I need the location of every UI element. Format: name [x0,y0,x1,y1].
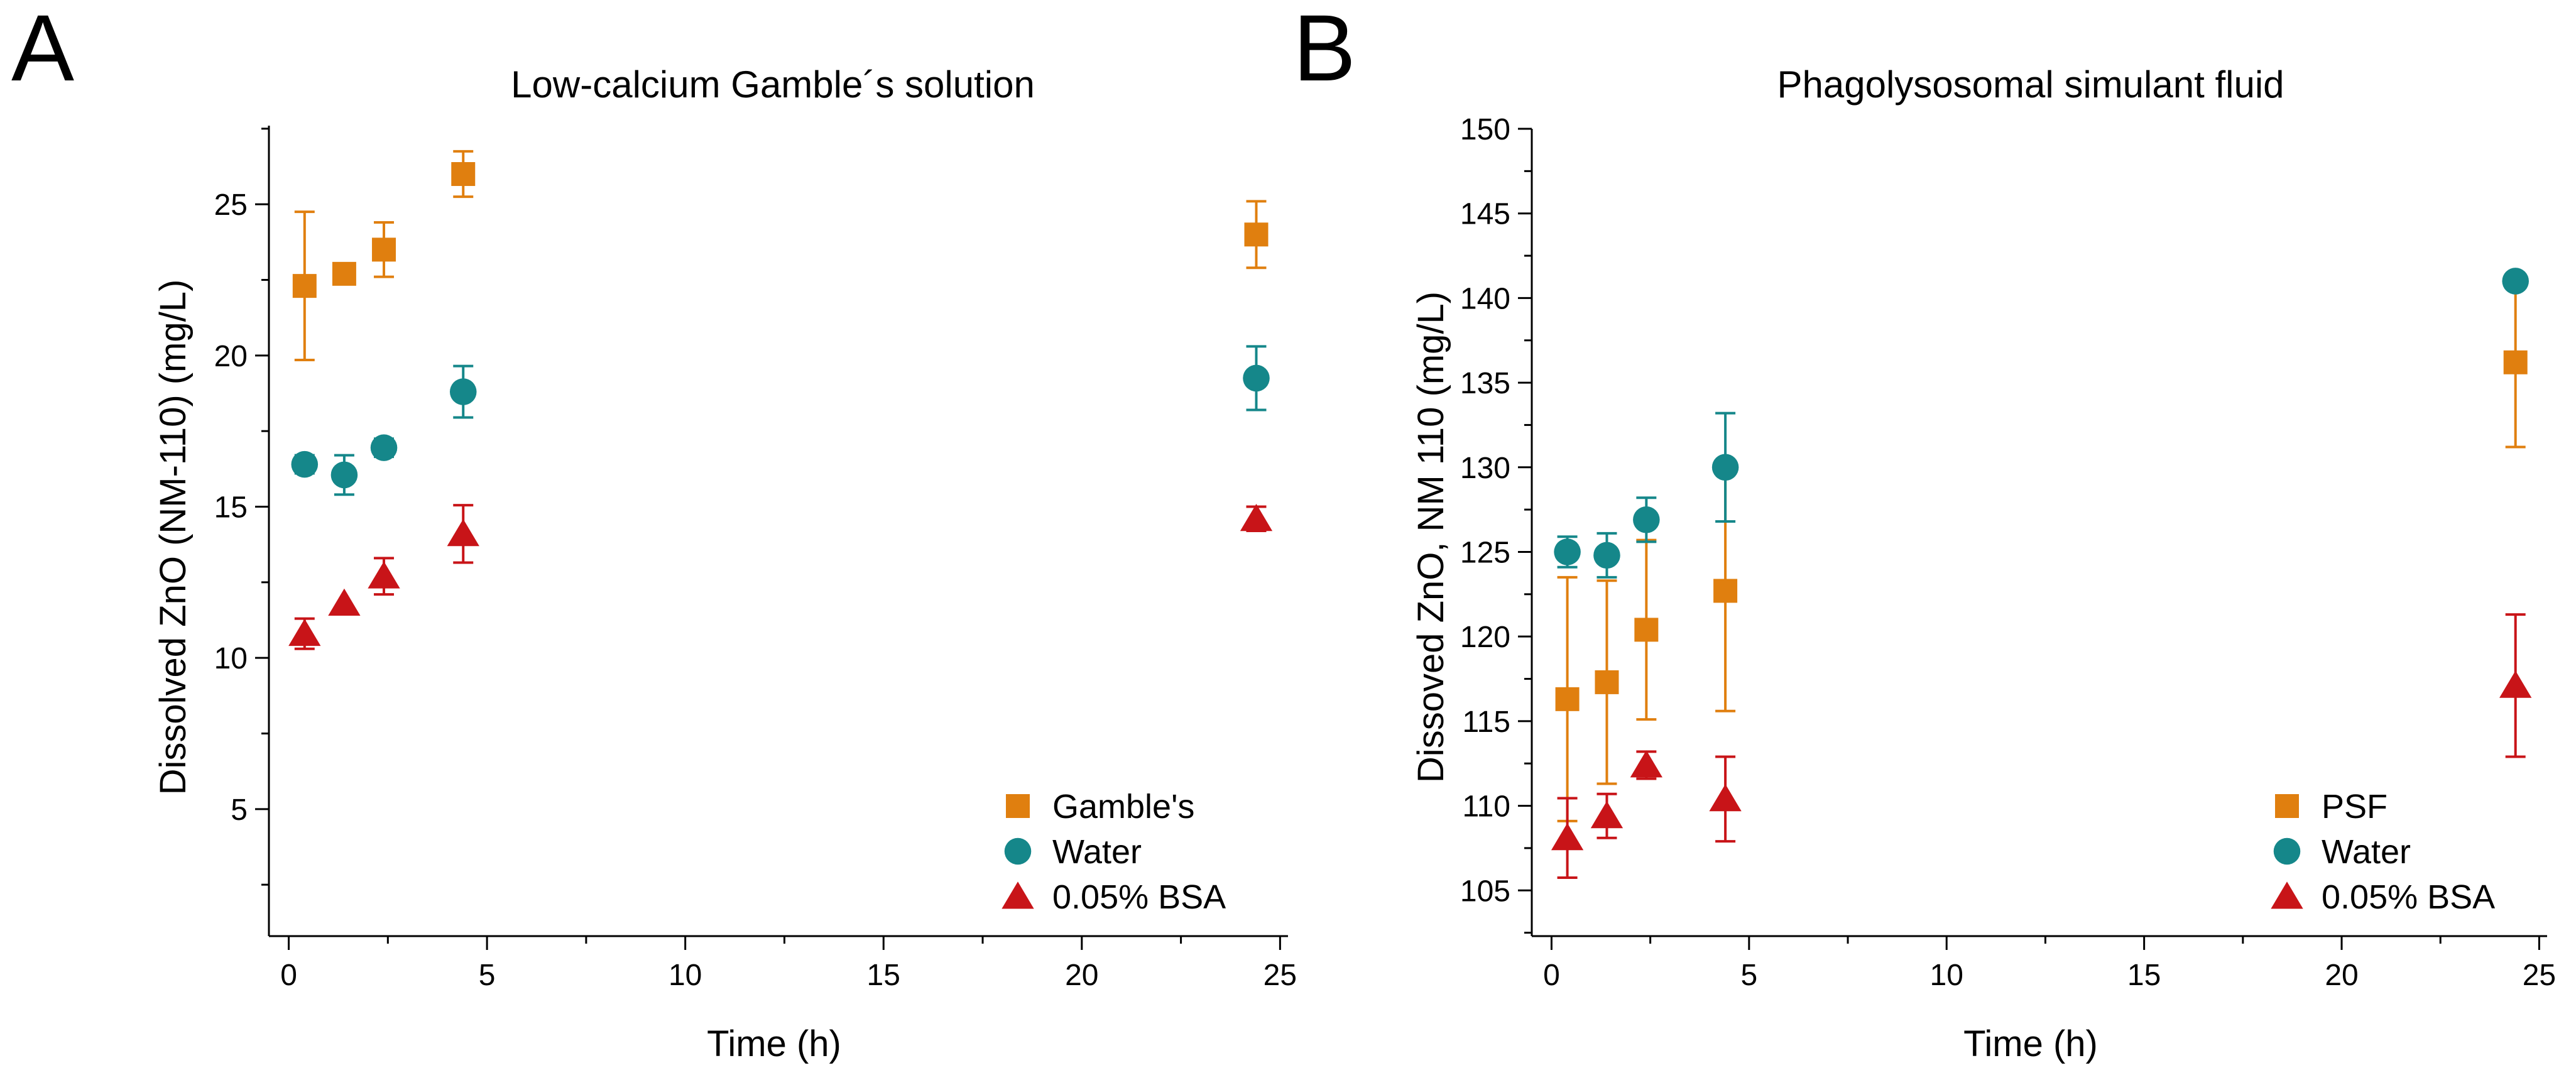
y-tick-label: 125 [1460,536,1510,569]
data-point [447,519,479,547]
data-point [292,274,317,298]
y-tick-label: 15 [214,491,248,524]
data-point [1593,542,1620,569]
data-point [1551,823,1584,851]
x-tick-label: 10 [669,959,702,992]
data-point [1240,503,1273,532]
y-axis-label: Dissolved ZnO (NM-110) (mg/L) [153,280,194,795]
legend: PSF Water 0.05% BSA [2271,788,2495,916]
y-tick-label: 115 [1462,706,1510,739]
x-tick-label: 5 [479,959,496,992]
data-point [1243,364,1270,392]
data-point [370,434,398,461]
data-point [2499,670,2532,698]
y-tick-label: 130 [1460,452,1510,485]
data-point [1555,687,1580,711]
series-triangle [288,503,1273,650]
series-square [292,150,1269,362]
data-point [1713,579,1738,603]
data-point [2503,350,2528,374]
x-tick-label: 5 [1740,959,1757,992]
legend-marker [2271,881,2303,909]
x-axis-label: Time (h) [1963,1023,2098,1064]
data-point [1590,800,1624,829]
legend-label: Gamble's [1052,788,1194,826]
legend-marker [1006,794,1030,818]
legend-label: 0.05% BSA [2322,878,2495,916]
x-tick-label: 25 [2523,959,2556,992]
y-tick-label: 20 [214,340,248,373]
data-point [330,461,358,489]
series-circle [1554,268,2529,579]
y-tick-label: 110 [1462,790,1510,824]
y-tick-label: 145 [1460,198,1510,231]
y-tick-label: 120 [1460,621,1510,654]
data-point [449,378,477,405]
x-tick-label: 25 [1263,959,1297,992]
panel-b: B Phagolysosomal simulant fluid Time (h)… [1293,0,2556,1064]
y-tick-label: 25 [214,188,248,222]
plot-area: 0 5 10 15 20 25 5 10 15 20 25 Gamble's Water 0.05% BS… [214,126,1297,992]
series-circle [291,345,1270,496]
legend-label: Water [2322,833,2411,871]
legend-marker [2275,794,2299,818]
legend: Gamble's Water 0.05% BSA [1001,788,1226,916]
y-tick-label: 105 [1460,875,1510,908]
data-point [332,261,356,286]
data-point [328,588,361,616]
x-tick-label: 20 [2325,959,2358,992]
data-point [1711,454,1739,481]
y-tick-label: 5 [231,793,248,827]
legend-marker [1001,881,1034,909]
data-point [1554,538,1581,565]
legend-label: 0.05% BSA [1052,878,1226,916]
data-point [1630,750,1663,778]
data-point [1634,618,1659,642]
legend-label: Water [1052,833,1142,871]
data-point [368,561,400,589]
y-tick-label: 10 [214,642,248,675]
plot-area: 0 5 10 15 20 25 105 110 115 120 125 130 135 140 145 150… [1460,113,2556,992]
y-tick-label: 135 [1460,367,1510,400]
y-axis-label: Dissoved ZnO, NM 110 (mg/L) [1411,292,1451,783]
data-point [451,162,476,187]
y-tick-label: 140 [1460,282,1510,315]
x-tick-label: 15 [2127,959,2161,992]
legend-marker [2273,837,2301,865]
data-point [288,618,321,646]
chart-title: Low-calcium Gamble´s solution [511,63,1035,106]
legend-marker [1004,837,1032,865]
panel-letter: B [1293,0,1356,101]
x-axis-label: Time (h) [707,1023,841,1064]
data-point [1633,506,1660,533]
x-tick-label: 10 [1930,959,1963,992]
x-tick-label: 20 [1065,959,1098,992]
data-point [1244,222,1269,247]
data-point [1709,784,1742,812]
y-tick-label: 150 [1460,113,1510,146]
data-point [372,237,396,262]
data-point [291,450,319,478]
panel-letter: A [11,0,74,101]
x-tick-label: 0 [1543,959,1560,992]
chart-title: Phagolysosomal simulant fluid [1777,63,2284,106]
legend-label: PSF [2322,788,2388,826]
series-square [1555,276,2528,822]
series-triangle [1551,613,2532,880]
data-point [2502,268,2529,295]
data-point [1595,670,1619,694]
panel-a: A Low-calcium Gamble´s solution Time (h)… [11,0,1297,1064]
x-tick-label: 0 [280,959,297,992]
x-tick-label: 15 [867,959,900,992]
